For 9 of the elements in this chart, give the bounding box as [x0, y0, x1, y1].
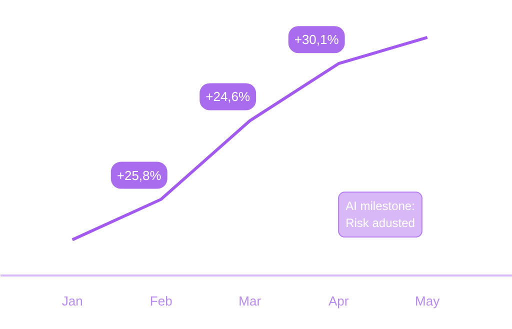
x-tick-label: Mar [238, 294, 262, 308]
x-tick-label: Feb [150, 294, 172, 308]
annotation: +30,1% [294, 32, 340, 48]
x-tick-label: May [415, 294, 440, 308]
annotation: +24,6% [206, 89, 251, 104]
annotation: AI milestone: Risk adusted [346, 199, 415, 230]
annotation: +25,8% [116, 168, 162, 183]
x-tick-label: Apr [328, 294, 350, 308]
x-tick-label: Jan [62, 294, 83, 308]
